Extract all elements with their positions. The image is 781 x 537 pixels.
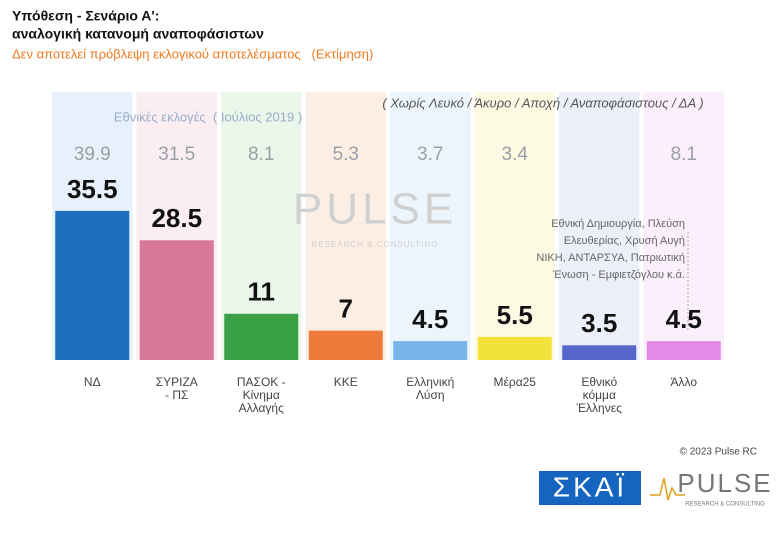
value-label: 5.5 <box>497 300 533 330</box>
x-tick-label: Μέρα25 <box>494 375 537 389</box>
x-tick-label: Λύση <box>416 388 445 402</box>
note-text: Ένωση - Εμφιετζόγλου κ.ά. <box>552 269 685 281</box>
column-background <box>474 92 555 360</box>
bar <box>393 341 468 360</box>
x-tick-label: ΣΥΡΙΖΑ <box>156 375 198 389</box>
logo: PULSE <box>677 468 772 498</box>
bar <box>55 210 130 360</box>
previous-value: 3.7 <box>417 144 443 165</box>
column-background <box>643 92 724 360</box>
logo: RESEARCH & CONSULTING <box>685 502 765 508</box>
copyright: © 2023 Pulse RC <box>680 447 757 458</box>
x-tick-label: - ΠΣ <box>165 388 188 402</box>
annotation: ( Χωρίς Λευκό / Άκυρο / Αποχή / Αναποφάσ… <box>382 95 703 110</box>
previous-value: 3.4 <box>502 144 529 165</box>
chart-title: αναλογική κατανομή αναποφάσιστων <box>12 26 264 42</box>
logo-mark <box>650 477 685 501</box>
previous-value: 39.9 <box>74 144 111 165</box>
value-label: 11 <box>248 277 276 307</box>
x-tick-label: κόμμα <box>583 388 616 402</box>
note-text: Ελευθερίας, Χρυσή Αυγή <box>564 235 685 247</box>
watermark: RESEARCH & CONSULTING <box>311 240 438 249</box>
logo: ΣΚΑΪ <box>553 471 627 502</box>
bar <box>646 341 721 360</box>
value-label: 3.5 <box>581 308 617 338</box>
previous-value: 31.5 <box>158 144 195 165</box>
x-tick-label: Εθνικό <box>581 375 617 389</box>
x-tick-label: Άλλο <box>670 375 697 389</box>
previous-value: 5.3 <box>333 144 359 165</box>
x-tick-label: ΚΚΕ <box>334 375 358 389</box>
x-tick-label: Αλλαγής <box>239 401 284 415</box>
previous-value: 8.1 <box>248 144 274 165</box>
chart-subtitle: Δεν αποτελεί πρόβλεψη εκλογικού αποτελέσ… <box>12 46 373 61</box>
x-tick-label: ΝΔ <box>84 375 101 389</box>
logo-box <box>539 471 641 505</box>
value-label: 4.5 <box>412 304 448 334</box>
bar <box>139 240 214 360</box>
chart-title: Υπόθεση - Σενάριο Α': <box>12 8 159 24</box>
value-label: 35.5 <box>67 174 118 204</box>
bar <box>308 330 383 360</box>
value-label: 7 <box>339 293 353 323</box>
previous-label: Εθνικές εκλογές ( Ιούλιος 2019 ) <box>114 109 302 124</box>
x-tick-label: Κίνημα <box>243 388 280 402</box>
x-tick-label: Έλληνες <box>576 401 622 415</box>
x-tick-label: Ελληνική <box>406 375 454 389</box>
bar <box>562 345 637 360</box>
column-background <box>390 92 471 360</box>
column-background <box>305 92 386 360</box>
watermark: PULSE <box>293 185 457 234</box>
bar <box>477 336 552 360</box>
bar <box>224 313 299 360</box>
previous-value: 8.1 <box>671 144 697 165</box>
note-text: ΝΙΚΗ, ΑΝΤΑΡΣΥΑ, Πατριωτική <box>536 252 685 264</box>
x-tick-label: ΠΑΣΟΚ - <box>237 375 286 389</box>
value-label: 28.5 <box>151 203 202 233</box>
note-text: Εθνική Δημιουργία, Πλεύση <box>551 218 685 230</box>
column-background <box>559 92 640 360</box>
value-label: 4.5 <box>666 304 702 334</box>
